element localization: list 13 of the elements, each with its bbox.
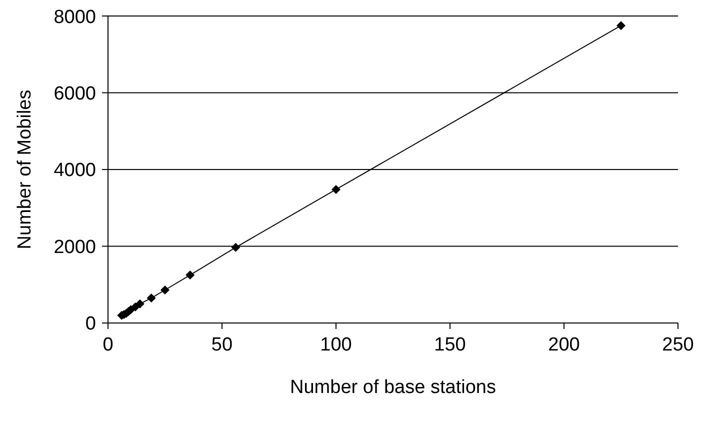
- y-tick-label: 8000: [54, 6, 96, 28]
- x-tick-label: 50: [211, 334, 233, 356]
- y-tick-label: 4000: [54, 160, 96, 182]
- x-tick-label: 0: [102, 334, 114, 356]
- y-axis-title: Number of Mobiles: [14, 90, 36, 250]
- x-tick-label: 250: [662, 334, 694, 356]
- x-tick-label: 150: [434, 334, 466, 356]
- x-tick-label: 100: [320, 334, 352, 356]
- y-tick-label: 2000: [54, 236, 96, 258]
- y-tick-label: 0: [85, 314, 96, 335]
- x-tick-label: 200: [548, 334, 580, 356]
- x-axis-title: Number of base stations: [290, 377, 496, 398]
- y-tick-label: 6000: [54, 83, 96, 104]
